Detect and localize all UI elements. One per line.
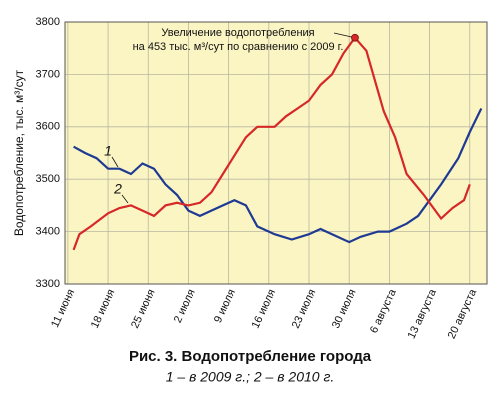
y-axis-label: Водопотребление, тыс. м³/сут — [12, 69, 26, 236]
plot-border — [64, 21, 488, 285]
x-tick-label: 9 июля — [212, 287, 238, 324]
annotation-text: Увеличение водопотребления — [161, 27, 314, 39]
series-line — [73, 108, 483, 244]
x-tick-label: 25 июня — [129, 287, 158, 330]
series-label: 1 — [104, 143, 112, 159]
x-tick-label: 16 июля — [250, 287, 279, 330]
y-tick-label: 3600 — [36, 121, 60, 133]
x-tick-label: 30 июля — [330, 287, 359, 330]
annotation-text: на 453 тыс. м³/сут по сравнению с 2009 г… — [133, 41, 344, 53]
x-tick-label: 23 июля — [290, 287, 319, 330]
y-tick-label: 3400 — [36, 226, 60, 238]
y-tick-label: 3300 — [36, 278, 60, 290]
chart-subtitle: 1 – в 2009 г.; 2 – в 2010 г. — [166, 369, 335, 385]
label-leader — [121, 194, 129, 204]
series-label: 2 — [113, 181, 122, 197]
plot-area — [65, 22, 487, 284]
y-tick-label: 3500 — [36, 173, 60, 185]
x-tick-label: 6 августа — [368, 287, 399, 336]
x-tick-label: 13 августа — [406, 287, 440, 341]
series-line — [72, 35, 471, 251]
label-leader — [111, 156, 119, 168]
x-tick-label: 18 июня — [89, 287, 118, 330]
x-tick-label: 2 июля — [172, 287, 198, 324]
x-tick-label: 20 августа — [446, 287, 480, 341]
y-tick-label: 3700 — [36, 68, 60, 80]
y-tick-label: 3800 — [36, 16, 60, 28]
annotation-point — [351, 33, 359, 42]
x-tick-label: 11 июня — [49, 287, 77, 329]
chart-title: Рис. 3. Водопотребление города — [129, 348, 372, 365]
